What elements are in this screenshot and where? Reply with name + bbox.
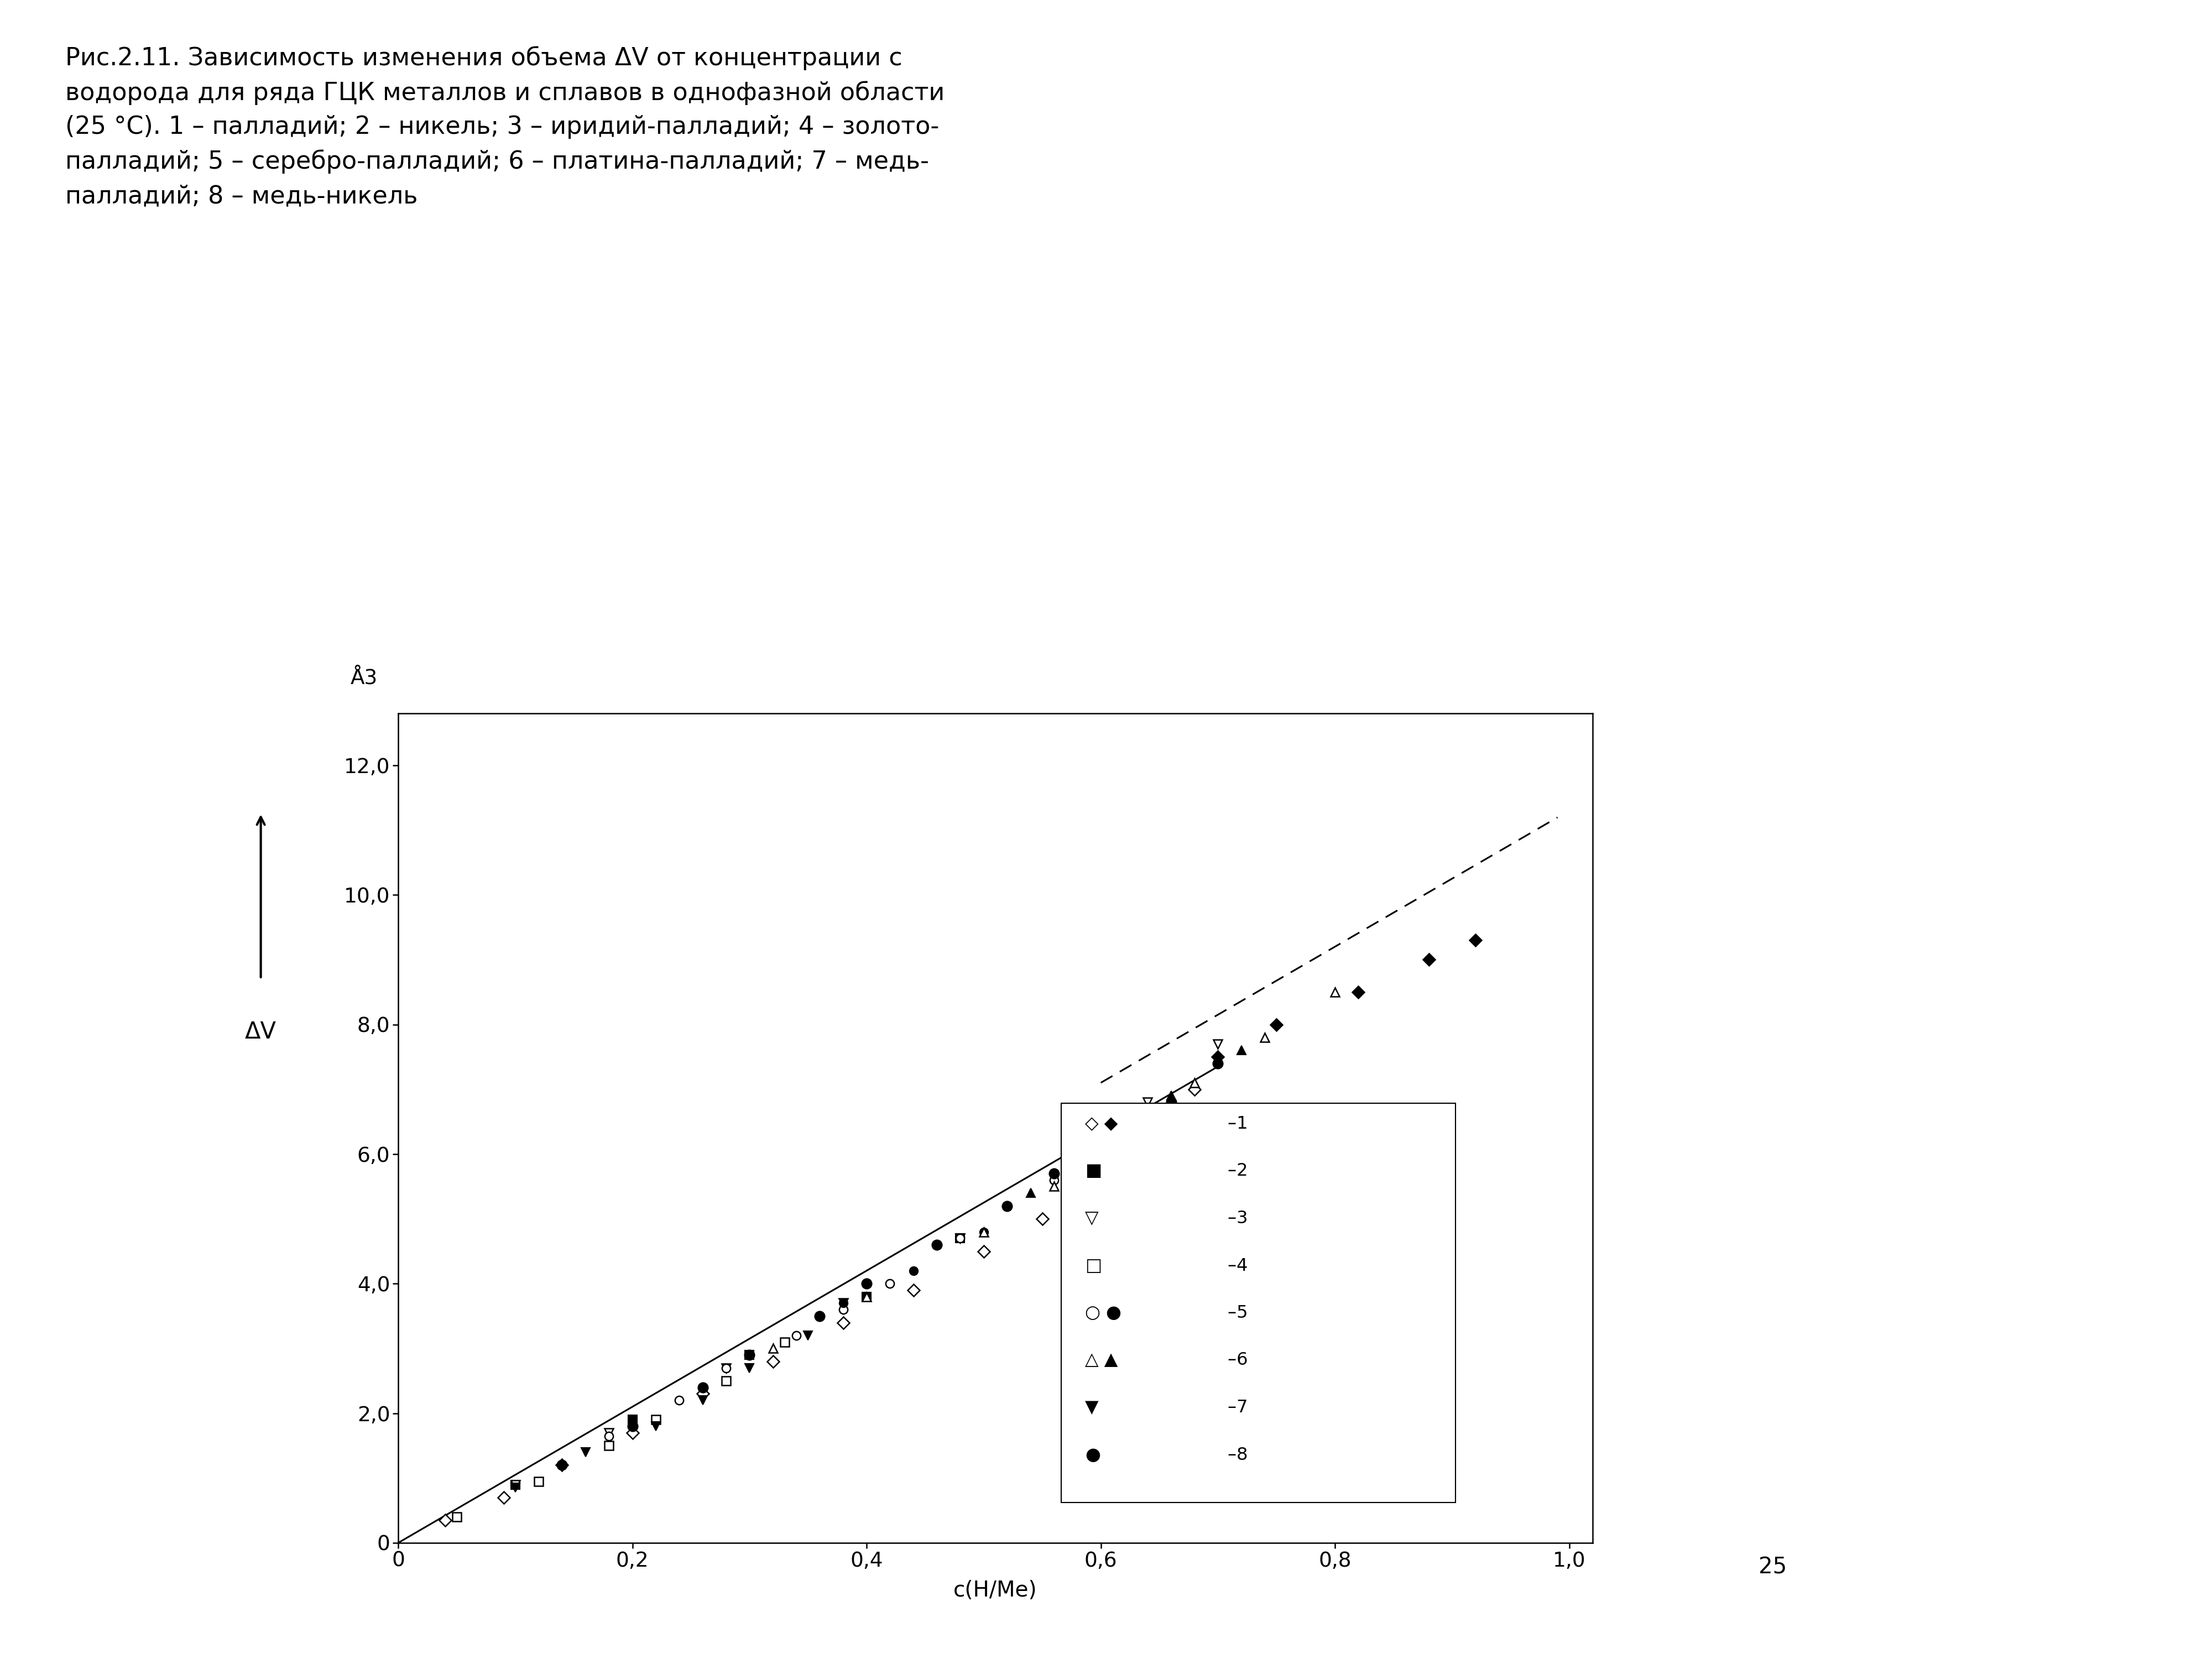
Text: –8: –8: [1223, 1447, 1248, 1463]
Text: –3: –3: [1223, 1209, 1248, 1228]
Text: –6: –6: [1223, 1352, 1248, 1369]
Text: ▽: ▽: [1084, 1209, 1099, 1228]
Text: ◇ ◆: ◇ ◆: [1084, 1115, 1117, 1133]
Text: ▼: ▼: [1084, 1399, 1099, 1417]
Text: ■: ■: [1084, 1163, 1102, 1180]
Text: □: □: [1084, 1258, 1102, 1274]
Text: –1: –1: [1223, 1115, 1248, 1133]
Text: –4: –4: [1223, 1258, 1248, 1274]
Text: ●: ●: [1084, 1447, 1099, 1463]
Text: Å3: Å3: [349, 669, 378, 688]
FancyBboxPatch shape: [1062, 1103, 1455, 1503]
Text: –7: –7: [1223, 1399, 1248, 1417]
Text: ΔV: ΔV: [246, 1020, 276, 1044]
Text: 25: 25: [1759, 1556, 1787, 1579]
Text: Рис.2.11. Зависимость изменения объема ΔV от концентрации c
водорода для ряда ГЦ: Рис.2.11. Зависимость изменения объема Δ…: [66, 46, 945, 207]
Text: –2: –2: [1223, 1163, 1248, 1180]
Text: △ ▲: △ ▲: [1084, 1352, 1117, 1369]
X-axis label: c(H/Me): c(H/Me): [953, 1579, 1037, 1601]
Text: ○ ●: ○ ●: [1084, 1304, 1121, 1322]
Text: –5: –5: [1223, 1304, 1248, 1322]
